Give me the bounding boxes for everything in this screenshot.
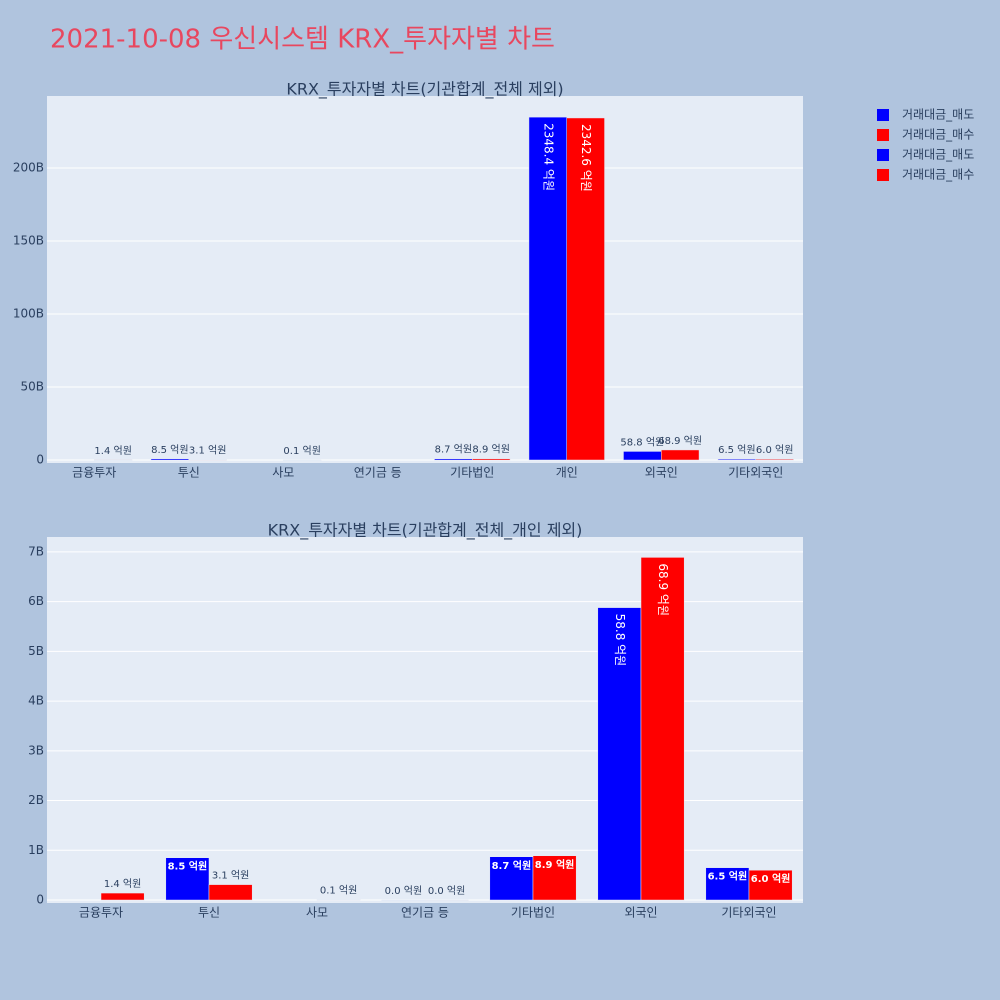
bar bbox=[208, 884, 253, 901]
data-label: 8.7 억원 bbox=[492, 859, 532, 872]
y-tick-label: 0 bbox=[36, 893, 44, 907]
bar bbox=[188, 459, 227, 461]
x-tick-label: 기타법인 bbox=[511, 906, 555, 920]
x-tick-label: 연기금 등 bbox=[401, 906, 449, 920]
bar bbox=[434, 458, 473, 461]
y-tick-label: 200B bbox=[13, 160, 44, 174]
x-tick-label: 기타외국인 bbox=[721, 906, 776, 920]
x-tick-label: 투신 bbox=[198, 906, 220, 920]
legend-swatch bbox=[877, 129, 889, 141]
bar bbox=[424, 899, 469, 901]
bar bbox=[283, 459, 322, 461]
data-label: 8.7 억원 bbox=[435, 444, 472, 456]
bar bbox=[661, 449, 700, 461]
data-label: 1.4 억원 bbox=[104, 878, 141, 890]
y-tick-label: 7B bbox=[28, 544, 44, 558]
bar bbox=[165, 857, 210, 901]
x-tick-label: 사모 bbox=[272, 466, 294, 480]
bar bbox=[150, 458, 189, 461]
data-label: 6.0 억원 bbox=[756, 444, 793, 456]
data-label: 1.4 억원 bbox=[94, 445, 131, 457]
bar bbox=[381, 899, 426, 901]
legend-swatch bbox=[877, 169, 889, 181]
y-tick-label: 1B bbox=[28, 843, 44, 857]
data-label: 8.5 억원 bbox=[151, 444, 188, 456]
bar bbox=[532, 855, 577, 901]
bar bbox=[316, 899, 361, 901]
legend-label: 거래대금_매도 bbox=[902, 148, 974, 162]
x-tick-label: 연기금 등 bbox=[354, 466, 402, 480]
bar bbox=[717, 458, 757, 461]
data-label: 3.1 억원 bbox=[212, 870, 249, 882]
legend-label: 거래대금_매수 bbox=[902, 168, 974, 182]
data-label: 0.0 억원 bbox=[385, 885, 422, 897]
x-tick-label: 개인 bbox=[556, 466, 578, 480]
bar bbox=[755, 458, 794, 461]
legend-label: 거래대금_매수 bbox=[902, 128, 974, 142]
chart-title: KRX_투자자별 차트(기관합계_전체_개인 제외) bbox=[268, 521, 583, 541]
x-tick-label: 사모 bbox=[306, 906, 328, 920]
data-label: 0.1 억원 bbox=[283, 445, 320, 457]
y-tick-label: 150B bbox=[13, 233, 44, 247]
x-tick-label: 외국인 bbox=[624, 906, 657, 920]
y-tick-label: 5B bbox=[28, 644, 44, 658]
data-label: 2342.6 억원 bbox=[579, 124, 593, 192]
chart-title: KRX_투자자별 차트(기관합계_전체 제외) bbox=[286, 80, 563, 100]
bar bbox=[100, 892, 145, 901]
y-tick-label: 2B bbox=[28, 793, 44, 807]
data-label: 6.5 억원 bbox=[718, 444, 755, 456]
data-label: 6.5 억원 bbox=[708, 870, 748, 883]
bar bbox=[566, 117, 605, 461]
bar bbox=[94, 459, 133, 461]
bar bbox=[489, 856, 534, 901]
data-label: 68.9 억원 bbox=[656, 563, 670, 616]
bar bbox=[623, 451, 662, 461]
data-label: 0.1 억원 bbox=[320, 885, 357, 897]
data-label: 68.9 억원 bbox=[658, 435, 702, 447]
y-tick-label: 4B bbox=[28, 694, 44, 708]
data-label: 58.8 억원 bbox=[613, 614, 627, 667]
y-tick-label: 50B bbox=[20, 380, 44, 394]
plot-area bbox=[47, 96, 803, 463]
legend-swatch bbox=[877, 149, 889, 161]
y-tick-label: 100B bbox=[13, 306, 44, 320]
data-label: 58.8 억원 bbox=[620, 436, 664, 448]
legend-swatch bbox=[877, 109, 889, 121]
plot-area bbox=[47, 537, 803, 903]
legend-label: 거래대금_매도 bbox=[902, 108, 974, 122]
data-label: 2348.4 억원 bbox=[541, 123, 555, 191]
data-label: 3.1 억원 bbox=[189, 445, 226, 457]
y-tick-label: 3B bbox=[28, 743, 44, 757]
bar bbox=[640, 557, 685, 901]
page-title: 2021-10-08 우신시스템 KRX_투자자별 차트 bbox=[50, 25, 555, 55]
data-label: 0.0 억원 bbox=[428, 885, 465, 897]
data-label: 8.9 억원 bbox=[472, 444, 509, 456]
x-tick-label: 금융투자 bbox=[72, 466, 116, 480]
x-tick-label: 기타외국인 bbox=[728, 466, 783, 480]
bar bbox=[528, 116, 568, 461]
bar bbox=[705, 867, 750, 901]
y-tick-label: 0 bbox=[36, 453, 44, 467]
bar bbox=[472, 458, 511, 461]
data-label: 8.9 억원 bbox=[535, 858, 575, 871]
data-label: 8.5 억원 bbox=[168, 860, 208, 873]
bar bbox=[748, 869, 793, 901]
y-tick-label: 6B bbox=[28, 594, 44, 608]
bar bbox=[597, 607, 642, 901]
data-label: 6.0 억원 bbox=[751, 872, 791, 885]
x-tick-label: 투신 bbox=[178, 466, 200, 480]
x-tick-label: 기타법인 bbox=[450, 466, 494, 480]
x-tick-label: 금융투자 bbox=[79, 906, 123, 920]
x-tick-label: 외국인 bbox=[645, 466, 678, 480]
